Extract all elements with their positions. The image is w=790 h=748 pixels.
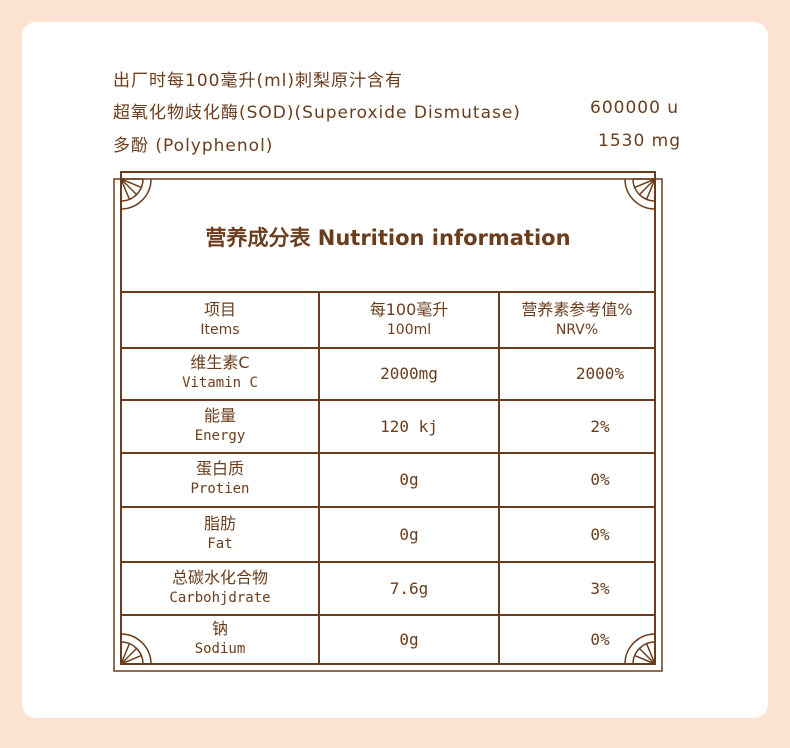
nutrient-nrv: 0% (590, 470, 610, 489)
nutrient-nrv: 0% (590, 629, 610, 649)
polyphenol-label: 多酚 (Polyphenol) (113, 136, 274, 156)
nutrient-name: 钠 Sodium (121, 619, 319, 659)
nutrient-amount: 7.6g (389, 578, 429, 598)
nutrient-nrv: 3% (590, 578, 610, 598)
header-en: NRV% (555, 322, 599, 338)
nutrient-nrv: 0% (590, 524, 610, 544)
nutrient-zh: 维生素C (190, 353, 250, 372)
nutrient-zh: 脂肪 (203, 513, 236, 533)
header-zh: 营养素参考值% (521, 300, 633, 319)
nutrient-amount: 0g (399, 470, 419, 489)
nutrient-name: 维生素C Vitamin C (121, 353, 319, 393)
nutrient-en: Sodium (194, 640, 246, 657)
nutrient-nrv: 2% (590, 416, 610, 436)
header-en: 100ml (386, 322, 432, 338)
nutrient-amount: 0g (399, 629, 419, 649)
nutrient-zh: 总碳水化合物 (171, 567, 268, 587)
nutrient-en: Carbohjdrate (169, 589, 271, 606)
nutrient-nrv: 2000% (575, 364, 625, 383)
nutrient-zh: 蛋白质 (195, 459, 244, 478)
nutrient-en: Protien (190, 481, 250, 497)
nutrient-amount: 120 kj (380, 416, 438, 436)
nutrient-en: Energy (194, 427, 246, 444)
sod-label: 超氧化物歧化酶(SOD)(Superoxide Dismutase) (113, 103, 521, 123)
nutrient-zh: 能量 (203, 405, 236, 425)
nutrient-name: 蛋白质 Protien (121, 459, 319, 499)
header-en: Items (200, 322, 240, 338)
nutrient-en: Vitamin C (182, 375, 258, 391)
polyphenol-value: 1530 mg (598, 131, 682, 151)
header-cell: 每100毫升 100ml (319, 300, 499, 340)
nutrient-amount: 2000mg (380, 364, 438, 383)
sod-value: 600000 u (590, 98, 680, 118)
card (22, 22, 768, 718)
header-zh: 项目 (203, 300, 236, 319)
intro-heading: 出厂时每100毫升(ml)刺梨原汁含有 (113, 71, 403, 91)
nutrient-name: 总碳水化合物 Carbohjdrate (121, 568, 319, 608)
header-cell: 项目 Items (121, 300, 319, 340)
nutrient-en: Fat (207, 535, 233, 552)
corner-fan-ornament (120, 633, 152, 665)
header-cell: 营养素参考值% NRV% (499, 300, 655, 340)
nutrient-amount: 0g (399, 524, 419, 544)
corner-fan-ornament (624, 633, 656, 665)
nutrient-zh: 钠 (211, 618, 228, 638)
table-title: 营养成分表 Nutrition information (205, 226, 571, 250)
header-zh: 每100毫升 (369, 300, 449, 319)
nutrient-name: 脂肪 Fat (121, 514, 319, 554)
corner-fan-ornament (624, 178, 656, 210)
nutrient-name: 能量 Energy (121, 406, 319, 446)
corner-fan-ornament (120, 178, 152, 210)
